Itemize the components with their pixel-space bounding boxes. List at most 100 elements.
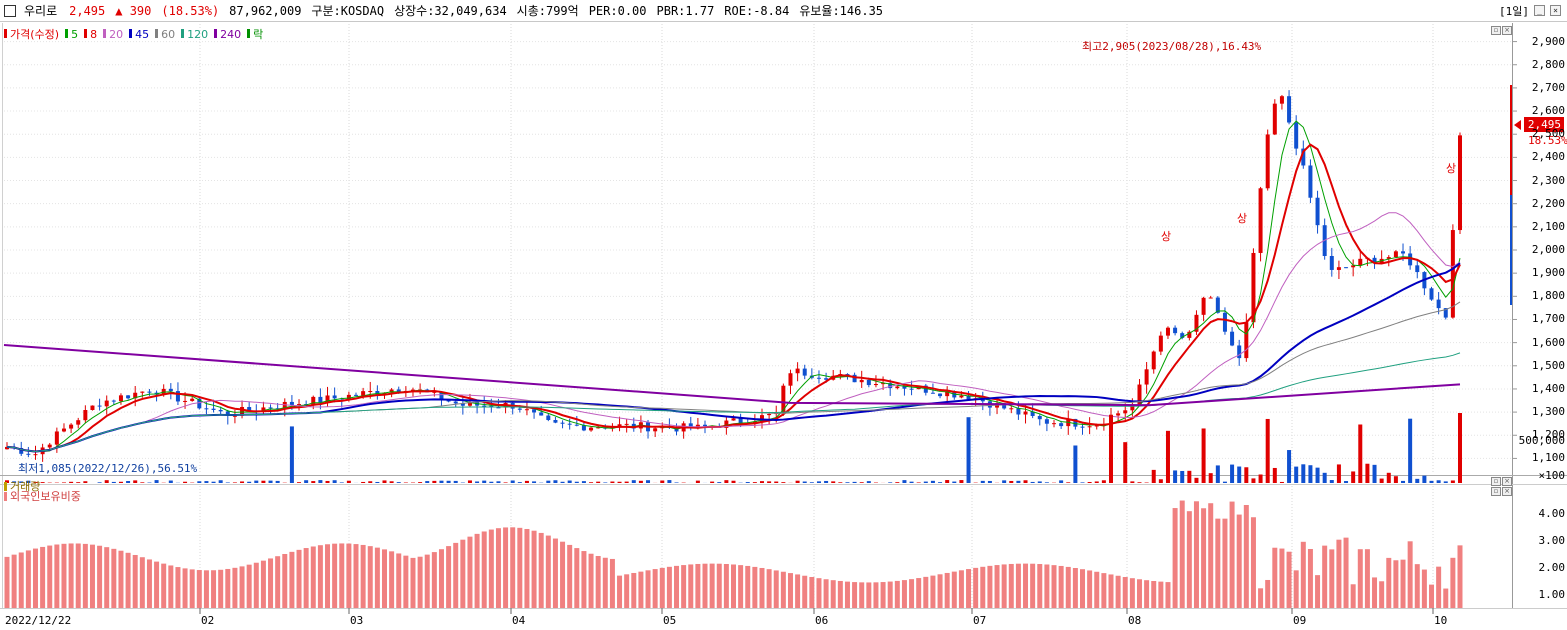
foreign-ratio-bar [937, 574, 943, 608]
volume-bar [617, 481, 622, 483]
volume-bar [126, 481, 131, 483]
stock-name[interactable]: 우리로 [24, 4, 58, 18]
candle-body [1030, 411, 1035, 416]
volume-bar [952, 481, 957, 483]
foreign-ratio-bar [1272, 547, 1278, 608]
candle-body [439, 391, 444, 401]
foreign-ratio-bar [175, 567, 181, 608]
candle-body [852, 374, 857, 383]
foreign-ratio-bar [253, 562, 259, 608]
foreign-ratio-bar [1215, 518, 1221, 608]
close-icon[interactable]: × [1550, 5, 1561, 16]
per-value: PER:0.00 [588, 3, 647, 18]
volume-bar [524, 480, 529, 483]
price-volume-divider[interactable] [0, 475, 1567, 476]
candle-body [909, 388, 914, 390]
period-selector[interactable]: [1일] [1499, 5, 1529, 18]
foreign-ratio-bar [346, 543, 352, 608]
foreign-ratio-bar [624, 574, 630, 608]
legend-mark [129, 28, 133, 38]
volume-bar [567, 480, 572, 483]
candle-body [211, 408, 216, 410]
legend-label: 240 [220, 27, 242, 41]
volume-bar [1173, 470, 1178, 483]
legend-label: 120 [187, 27, 209, 41]
foreign-ratio-bar [353, 544, 359, 608]
legend-item[interactable]: 60 [155, 28, 175, 41]
foreign-ratio-bar [1044, 564, 1050, 608]
price-y-tick: 1,100 [1531, 451, 1565, 465]
candle-body [1080, 426, 1085, 428]
candle-body [1358, 258, 1363, 266]
candle-body [197, 398, 202, 409]
minimize-icon[interactable]: _ [1534, 5, 1545, 16]
volume-bar [895, 482, 900, 483]
foreign-ratio-bar [1343, 537, 1349, 608]
current-price-badge: 2,495 [1524, 117, 1564, 132]
volume-bar [40, 482, 45, 483]
foreign-pane-close-icon[interactable]: × [1502, 487, 1512, 496]
volume-bar [33, 481, 38, 483]
volume-bar [1450, 480, 1455, 483]
foreign-ratio-bar [189, 569, 195, 608]
foreign-ratio-bar [275, 556, 281, 608]
foreign-ratio-bar [40, 546, 46, 608]
upper-limit-mark: 상 [1161, 230, 1171, 243]
candle-body [1023, 411, 1028, 415]
candle-body [1372, 257, 1377, 263]
volume-bar [1365, 463, 1370, 483]
volume-bar [503, 482, 508, 483]
foreign-ratio-bar [396, 553, 402, 608]
foreign-ratio-bar [1379, 581, 1385, 608]
candle-body [560, 422, 565, 424]
foreign-ratio-bar [873, 582, 879, 608]
volume-bar [660, 480, 665, 483]
foreign-ratio-bar [1030, 563, 1036, 608]
volume-bar [574, 481, 579, 483]
volume-bar [1251, 478, 1256, 483]
legend-item[interactable]: 45 [129, 28, 149, 41]
foreign-ratio-bar [503, 527, 509, 608]
volume-bar [1415, 478, 1420, 483]
foreign-ratio-bar [887, 581, 893, 608]
legend-item[interactable]: 락 [247, 26, 263, 42]
volume-bar [938, 482, 943, 483]
volume-bar [5, 480, 9, 483]
x-axis-label: 08 [1128, 614, 1142, 627]
pane-restore-icon[interactable]: ▫ [1491, 26, 1501, 35]
candle-body [496, 407, 501, 409]
candle-body [781, 385, 786, 414]
volume-bar [19, 481, 24, 483]
legend-item[interactable]: 120 [181, 28, 208, 41]
foreign-y-tick: 1.00 [1538, 587, 1566, 601]
volume-bar [1194, 477, 1199, 483]
candle-body [389, 389, 394, 393]
select-checkbox[interactable] [4, 4, 16, 17]
volume-bar [824, 480, 829, 483]
legend-item[interactable]: 240 [214, 28, 241, 41]
foreign-ratio-bar [4, 556, 10, 608]
foreign-ratio-bar [317, 545, 323, 608]
legend-item[interactable]: 5 [65, 28, 78, 41]
price-change-pct: (18.53%) [161, 3, 220, 18]
volume-pane-close-icon[interactable]: × [1502, 477, 1512, 486]
foreign-ratio-bar [681, 565, 687, 608]
legend-label: 5 [71, 27, 79, 41]
x-axis-label: 07 [973, 614, 987, 627]
foreign-ratio-bar [787, 573, 793, 608]
foreign-pane-restore-icon[interactable]: ▫ [1491, 487, 1501, 496]
volume-bar [396, 482, 401, 483]
legend-item[interactable]: 20 [103, 28, 123, 41]
foreign-ratio-bar [930, 575, 936, 608]
legend-item[interactable]: 8 [84, 28, 97, 41]
candle-body [268, 407, 273, 409]
foreign-ratio-bar [438, 549, 444, 608]
price-y-tick: 1,600 [1531, 335, 1565, 349]
legend-item[interactable]: 가격(수정) [4, 26, 59, 42]
candle-body [104, 400, 109, 407]
volume-bar [781, 482, 786, 483]
volume-pane-restore-icon[interactable]: ▫ [1491, 477, 1501, 486]
pane-close-icon[interactable]: × [1502, 26, 1512, 35]
